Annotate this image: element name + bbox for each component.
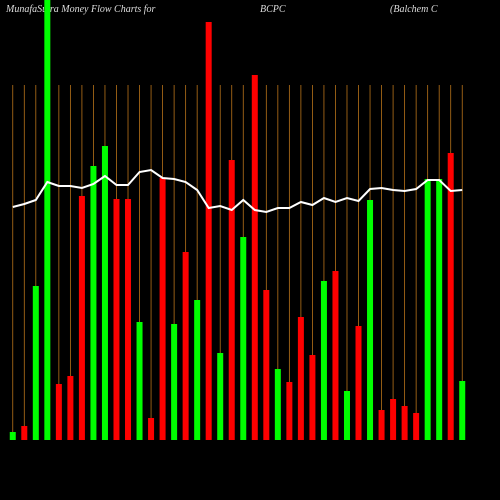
bar [413,413,420,440]
bar [78,196,85,440]
bar [459,381,466,440]
bar [113,199,120,440]
bar [194,300,201,440]
bar [182,252,189,440]
bar [44,0,51,440]
bar [378,410,385,440]
bar [159,178,166,440]
money-flow-line [12,168,463,214]
bar [55,384,62,440]
symbol: BCPC [260,4,286,15]
bar [125,199,132,440]
bar [136,322,143,440]
bar [21,426,28,440]
company: (Balchem C [390,4,438,15]
bar [148,418,155,440]
bar [286,382,293,440]
chart-title: MunafaSutra Money Flow Charts for [5,4,156,15]
bar [32,286,39,440]
bar [9,432,16,440]
bar [355,326,362,440]
bar [401,406,408,440]
bar [274,369,281,440]
bar [309,355,316,440]
bar [447,153,454,440]
bar [367,200,374,440]
bar [297,317,304,440]
bar [251,75,258,440]
bar [67,376,74,440]
bar [320,281,327,440]
bar [217,353,224,440]
bar [228,160,235,440]
bar [240,237,247,440]
bar [101,146,108,440]
bar [436,179,443,440]
bar [343,391,350,440]
bar [424,179,431,440]
bar [332,271,339,440]
bar [90,166,97,440]
bar [205,22,212,440]
bar [390,399,397,440]
bar [171,324,178,440]
bar [263,290,270,440]
